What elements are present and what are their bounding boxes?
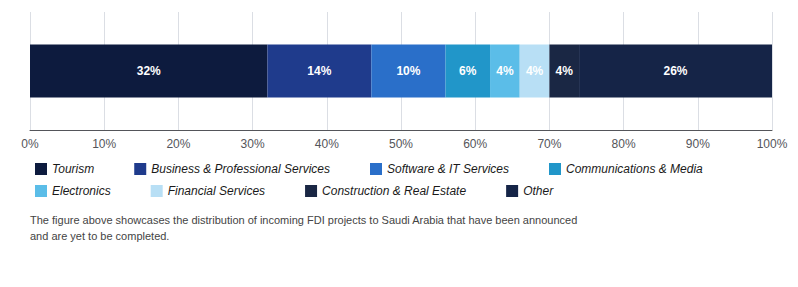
svg-text:100%: 100%: [757, 137, 788, 151]
svg-text:4%: 4%: [556, 64, 574, 78]
svg-text:80%: 80%: [612, 137, 636, 151]
svg-text:70%: 70%: [537, 137, 561, 151]
svg-text:4%: 4%: [526, 64, 544, 78]
svg-text:Other: Other: [523, 184, 554, 198]
svg-text:0%: 0%: [21, 137, 39, 151]
svg-text:40%: 40%: [315, 137, 339, 151]
svg-text:The figure above showcases the: The figure above showcases the distribut…: [30, 214, 577, 226]
svg-text:Electronics: Electronics: [52, 184, 111, 198]
svg-text:32%: 32%: [137, 64, 161, 78]
svg-text:26%: 26%: [664, 64, 688, 78]
svg-text:6%: 6%: [459, 64, 477, 78]
svg-text:Tourism: Tourism: [52, 162, 94, 176]
svg-text:Business & Professional Servic: Business & Professional Services: [151, 162, 330, 176]
svg-text:14%: 14%: [307, 64, 331, 78]
svg-text:4%: 4%: [496, 64, 514, 78]
svg-text:30%: 30%: [241, 137, 265, 151]
svg-text:90%: 90%: [686, 137, 710, 151]
svg-text:60%: 60%: [463, 137, 487, 151]
svg-text:Communications & Media: Communications & Media: [566, 162, 703, 176]
svg-text:Software & IT Services: Software & IT Services: [387, 162, 509, 176]
svg-text:10%: 10%: [92, 137, 116, 151]
svg-text:Construction & Real Estate: Construction & Real Estate: [322, 184, 466, 198]
svg-text:10%: 10%: [396, 64, 420, 78]
svg-text:and are yet to be completed.: and are yet to be completed.: [30, 230, 169, 242]
svg-text:20%: 20%: [166, 137, 190, 151]
svg-text:50%: 50%: [389, 137, 413, 151]
svg-text:Financial Services: Financial Services: [168, 184, 265, 198]
